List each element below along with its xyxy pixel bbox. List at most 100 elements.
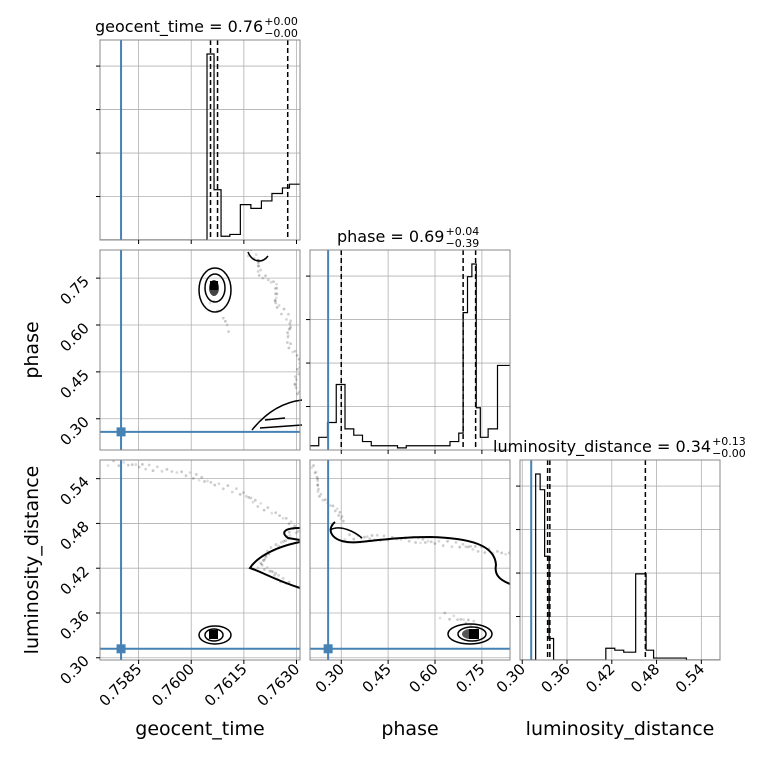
- sample-point: [319, 492, 323, 496]
- sample-point: [337, 513, 341, 517]
- sample-point: [352, 537, 356, 541]
- sample-point: [242, 491, 245, 495]
- sample-point: [184, 474, 188, 478]
- sample-point: [270, 569, 273, 573]
- panel-frame: [309, 459, 511, 661]
- sample-point: [266, 506, 270, 510]
- sample-point: [284, 516, 288, 520]
- sample-point: [331, 504, 335, 508]
- sample-point: [188, 471, 192, 475]
- sample-point: [270, 511, 274, 515]
- sample-point: [197, 478, 201, 482]
- sample-point: [170, 470, 174, 473]
- sample-point: [134, 463, 138, 466]
- tick-label-phase-2: 0.60: [56, 319, 92, 355]
- sample-point: [281, 576, 285, 580]
- panel-frame: [99, 249, 301, 451]
- sample-point: [257, 264, 261, 268]
- sample-point: [472, 619, 476, 623]
- x-axis-label-luminosity_distance: luminosity_distance: [526, 718, 715, 740]
- sample-point: [348, 533, 351, 537]
- sample-point: [421, 537, 425, 541]
- sample-point: [483, 551, 487, 554]
- tick-label-luminosity_distance-1: 0.36: [537, 660, 573, 696]
- sample-point: [297, 372, 300, 376]
- sample-point: [293, 524, 297, 528]
- sample-point: [247, 495, 251, 499]
- sample-point: [264, 555, 268, 558]
- sample-point: [275, 306, 279, 309]
- sample-point: [293, 382, 297, 386]
- sample-point: [230, 490, 234, 494]
- truth-marker: [323, 644, 333, 654]
- sample-point: [274, 511, 278, 515]
- sample-point: [291, 350, 295, 354]
- sample-point: [130, 463, 134, 467]
- sample-point: [226, 484, 230, 488]
- sample-point: [271, 570, 275, 574]
- sample-point: [238, 492, 242, 496]
- sample-point: [117, 464, 121, 468]
- tick-label-geocent_time-0: 0.7585: [96, 660, 146, 710]
- tick-label-luminosity_distance-2: 0.42: [582, 660, 618, 696]
- sample-point: [279, 541, 283, 544]
- sample-point: [274, 543, 278, 546]
- contour-inner-edge: [329, 527, 363, 539]
- sample-point: [263, 568, 266, 572]
- sample-point: [293, 383, 297, 387]
- sample-point: [259, 268, 263, 272]
- sample-point: [280, 312, 283, 316]
- histogram-phase: [310, 250, 510, 450]
- sample-point: [254, 253, 258, 256]
- panel-frame: [99, 459, 301, 661]
- sample-point: [437, 539, 441, 543]
- sample-point: [296, 392, 299, 396]
- sample-point: [414, 541, 417, 544]
- contour-edge: [251, 399, 303, 431]
- sample-point: [259, 502, 263, 505]
- sample-point: [296, 367, 299, 371]
- tick-label-phase-0: 0.30: [56, 413, 92, 449]
- sample-point: [259, 561, 262, 565]
- grid-lines: [100, 460, 300, 660]
- contour-inner: [204, 273, 226, 303]
- sample-point: [500, 551, 504, 555]
- sample-point: [137, 465, 141, 469]
- panel-title-text: luminosity_distance = 0.34: [493, 437, 711, 457]
- panel-title-upper: +0.04: [445, 225, 479, 238]
- sample-point: [429, 540, 433, 544]
- sample-point: [294, 531, 298, 535]
- sample-point: [235, 487, 238, 491]
- sample-point: [363, 535, 366, 539]
- sample-point: [466, 618, 470, 622]
- sample-point: [286, 336, 290, 339]
- sample-point: [316, 490, 320, 493]
- y-axis-label-luminosity_distance: luminosity_distance: [21, 466, 43, 655]
- contour-inner: [204, 628, 224, 642]
- sample-point: [277, 573, 281, 577]
- sample-point: [339, 517, 343, 521]
- sample-point: [318, 494, 321, 498]
- sample-point: [459, 618, 463, 621]
- sample-point: [446, 539, 449, 543]
- sample-point: [213, 483, 217, 487]
- sample-point: [289, 319, 293, 323]
- sample-point: [191, 476, 195, 480]
- sample-point: [333, 509, 337, 513]
- sample-point: [407, 539, 411, 543]
- sample-point: [433, 542, 437, 545]
- sample-point: [275, 282, 278, 286]
- samples-phase-vs-geocent_time: [198, 250, 300, 396]
- sample-point: [504, 552, 508, 556]
- sample-point: [293, 349, 297, 353]
- sample-point: [273, 298, 277, 302]
- truth-cross: [100, 250, 300, 450]
- contour-inner: [457, 626, 487, 642]
- sample-point: [282, 539, 286, 543]
- sample-point: [295, 354, 299, 357]
- panel-title-luminosity_distance: luminosity_distance = 0.34 +0.13−0.00: [493, 435, 746, 460]
- sample-point: [423, 541, 427, 544]
- sample-point: [286, 331, 289, 335]
- tick-label-geocent_time-3: 0.7630: [253, 660, 303, 710]
